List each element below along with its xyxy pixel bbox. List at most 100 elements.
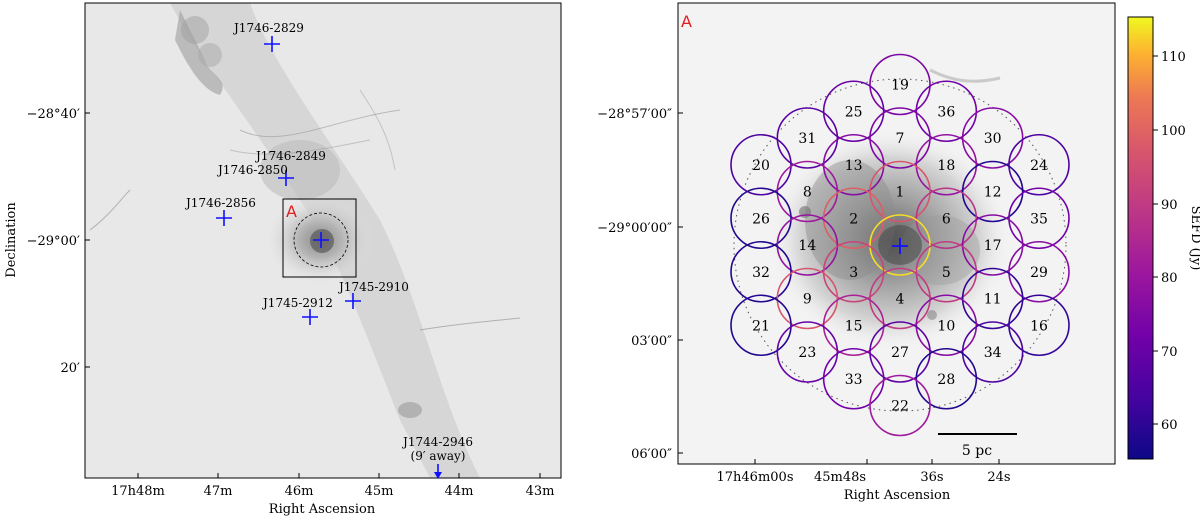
beam-circle-30	[961, 107, 1024, 169]
beam-label-22: 22	[891, 399, 909, 415]
source-markers	[216, 36, 439, 474]
beam-label-1: 1	[896, 185, 905, 201]
beam-label-27: 27	[891, 345, 909, 361]
beam-circle-3	[822, 240, 885, 303]
colorbar-tick-4: 70	[1161, 345, 1178, 360]
beam-circle-26	[730, 187, 792, 250]
right-axes-frame	[677, 2, 1116, 465]
beam-label-11: 11	[984, 292, 1002, 308]
beam-circle-10	[915, 294, 978, 357]
left-xlabel: Right Ascension	[269, 502, 376, 517]
left-xtick-0: 17h48m	[111, 484, 165, 499]
left-xtick-4: 44m	[445, 484, 474, 499]
beam-circle-27	[869, 321, 931, 383]
beam-circle-5	[915, 240, 978, 303]
beam-label-3: 3	[849, 265, 858, 281]
beam-label-6: 6	[942, 211, 951, 227]
beam-circle-29	[1008, 240, 1070, 303]
beam-circle-33	[822, 347, 885, 410]
beam-label-26: 26	[752, 211, 770, 227]
source-label-J1746-2856: J1746-2856	[184, 196, 256, 210]
beam-circle-8	[776, 160, 839, 223]
beam-circle-20	[730, 133, 792, 196]
beam-label-30: 30	[984, 131, 1002, 147]
beam-label-29: 29	[1030, 265, 1048, 281]
beam-label-21: 21	[752, 318, 770, 334]
source-cross-J1746-2856	[216, 210, 232, 226]
right-xtick-1: 45m48s	[814, 470, 866, 485]
colorbar-tick-2: 90	[1161, 198, 1178, 213]
beam-label-4: 4	[896, 292, 905, 308]
beam-label-7: 7	[896, 131, 905, 147]
beam-circle-35	[1008, 187, 1070, 250]
beam-circle-9	[776, 267, 839, 330]
beam-label-2: 2	[849, 211, 858, 227]
beam-circle-4	[869, 267, 931, 330]
left-ytick-2: 20′	[61, 361, 81, 376]
sgrA-cross	[892, 238, 908, 254]
beam-circle-7	[869, 107, 931, 169]
left-xtick-5: 43m	[526, 484, 555, 499]
beam-label-12: 12	[984, 185, 1002, 201]
source-cross-J1746-2849	[278, 170, 294, 186]
left-ytick-1: −29°00′	[27, 234, 80, 249]
beam-label-25: 25	[845, 104, 863, 120]
left-xtick-1: 47m	[204, 484, 233, 499]
beam-circle-25	[822, 80, 885, 143]
source-cross-J1745-2912	[302, 309, 318, 325]
offscreen-source-note: (9′ away)	[411, 449, 466, 463]
colorbar-tick-3: 80	[1161, 271, 1178, 286]
colorbar: 110 100 90 80 70 60 SEFD (Jy)	[1127, 16, 1200, 460]
colorbar-tick-0: 110	[1161, 50, 1186, 65]
right-tick-marks	[678, 112, 1000, 464]
beam-circle-23	[776, 321, 839, 383]
source-cross-J1746-2829	[264, 36, 280, 52]
beam-label-17: 17	[984, 238, 1002, 254]
beam-circle-18	[915, 133, 978, 196]
right-ytick-0: −28°57′00″	[597, 107, 672, 122]
beam-label-24: 24	[1030, 158, 1048, 174]
offscreen-source-label: J1744-2946	[401, 435, 473, 449]
beam-circle-13	[822, 133, 885, 196]
source-label-J1746-2849: J1746-2849	[254, 149, 326, 163]
beam-circle-21	[730, 294, 792, 357]
beam-circle-36	[915, 80, 978, 143]
right-xlabel: Right Ascension	[844, 488, 951, 503]
tiling-boundary	[733, 78, 1067, 412]
beam-circle-15	[822, 294, 885, 357]
source-label-J1745-2910: J1745-2910	[337, 280, 409, 294]
beam-label-14: 14	[798, 238, 816, 254]
region-A-box	[282, 198, 357, 278]
beam-label-36: 36	[937, 104, 955, 120]
beam-circle-17	[961, 214, 1024, 276]
colorbar-gradient	[1127, 16, 1154, 460]
beam-label-35: 35	[1030, 211, 1048, 227]
colorbar-tick-1: 100	[1161, 124, 1186, 139]
right-ytick-3: 06′00″	[631, 447, 672, 462]
beam-label-23: 23	[798, 345, 816, 361]
right-xtick-0: 17h46m00s	[717, 470, 794, 485]
beam-circle-16	[1008, 294, 1070, 357]
beam-circle-12	[961, 160, 1024, 223]
beam-circle-19	[869, 53, 931, 116]
beam-label-32: 32	[752, 265, 770, 281]
beam-label-33: 33	[845, 372, 863, 388]
left-ytick-0: −28°40′	[27, 107, 80, 122]
beam-circle-1	[869, 160, 931, 223]
right-panel-label: A	[681, 12, 692, 31]
source-label-J1746-2850: J1746-2850	[216, 163, 288, 177]
beam-label-5: 5	[942, 265, 951, 281]
left-xtick-2: 46m	[285, 484, 314, 499]
beam-label-28: 28	[937, 372, 955, 388]
right-ytick-2: 03′00″	[631, 334, 672, 349]
beam-label-20: 20	[752, 158, 770, 174]
colorbar-tick-marks	[1153, 55, 1158, 425]
beam-circle-14	[776, 214, 839, 276]
left-xtick-3: 45m	[365, 484, 394, 499]
beam-label-18: 18	[937, 158, 955, 174]
beam-circle-2	[822, 187, 885, 250]
beam-circle-6	[915, 187, 978, 250]
